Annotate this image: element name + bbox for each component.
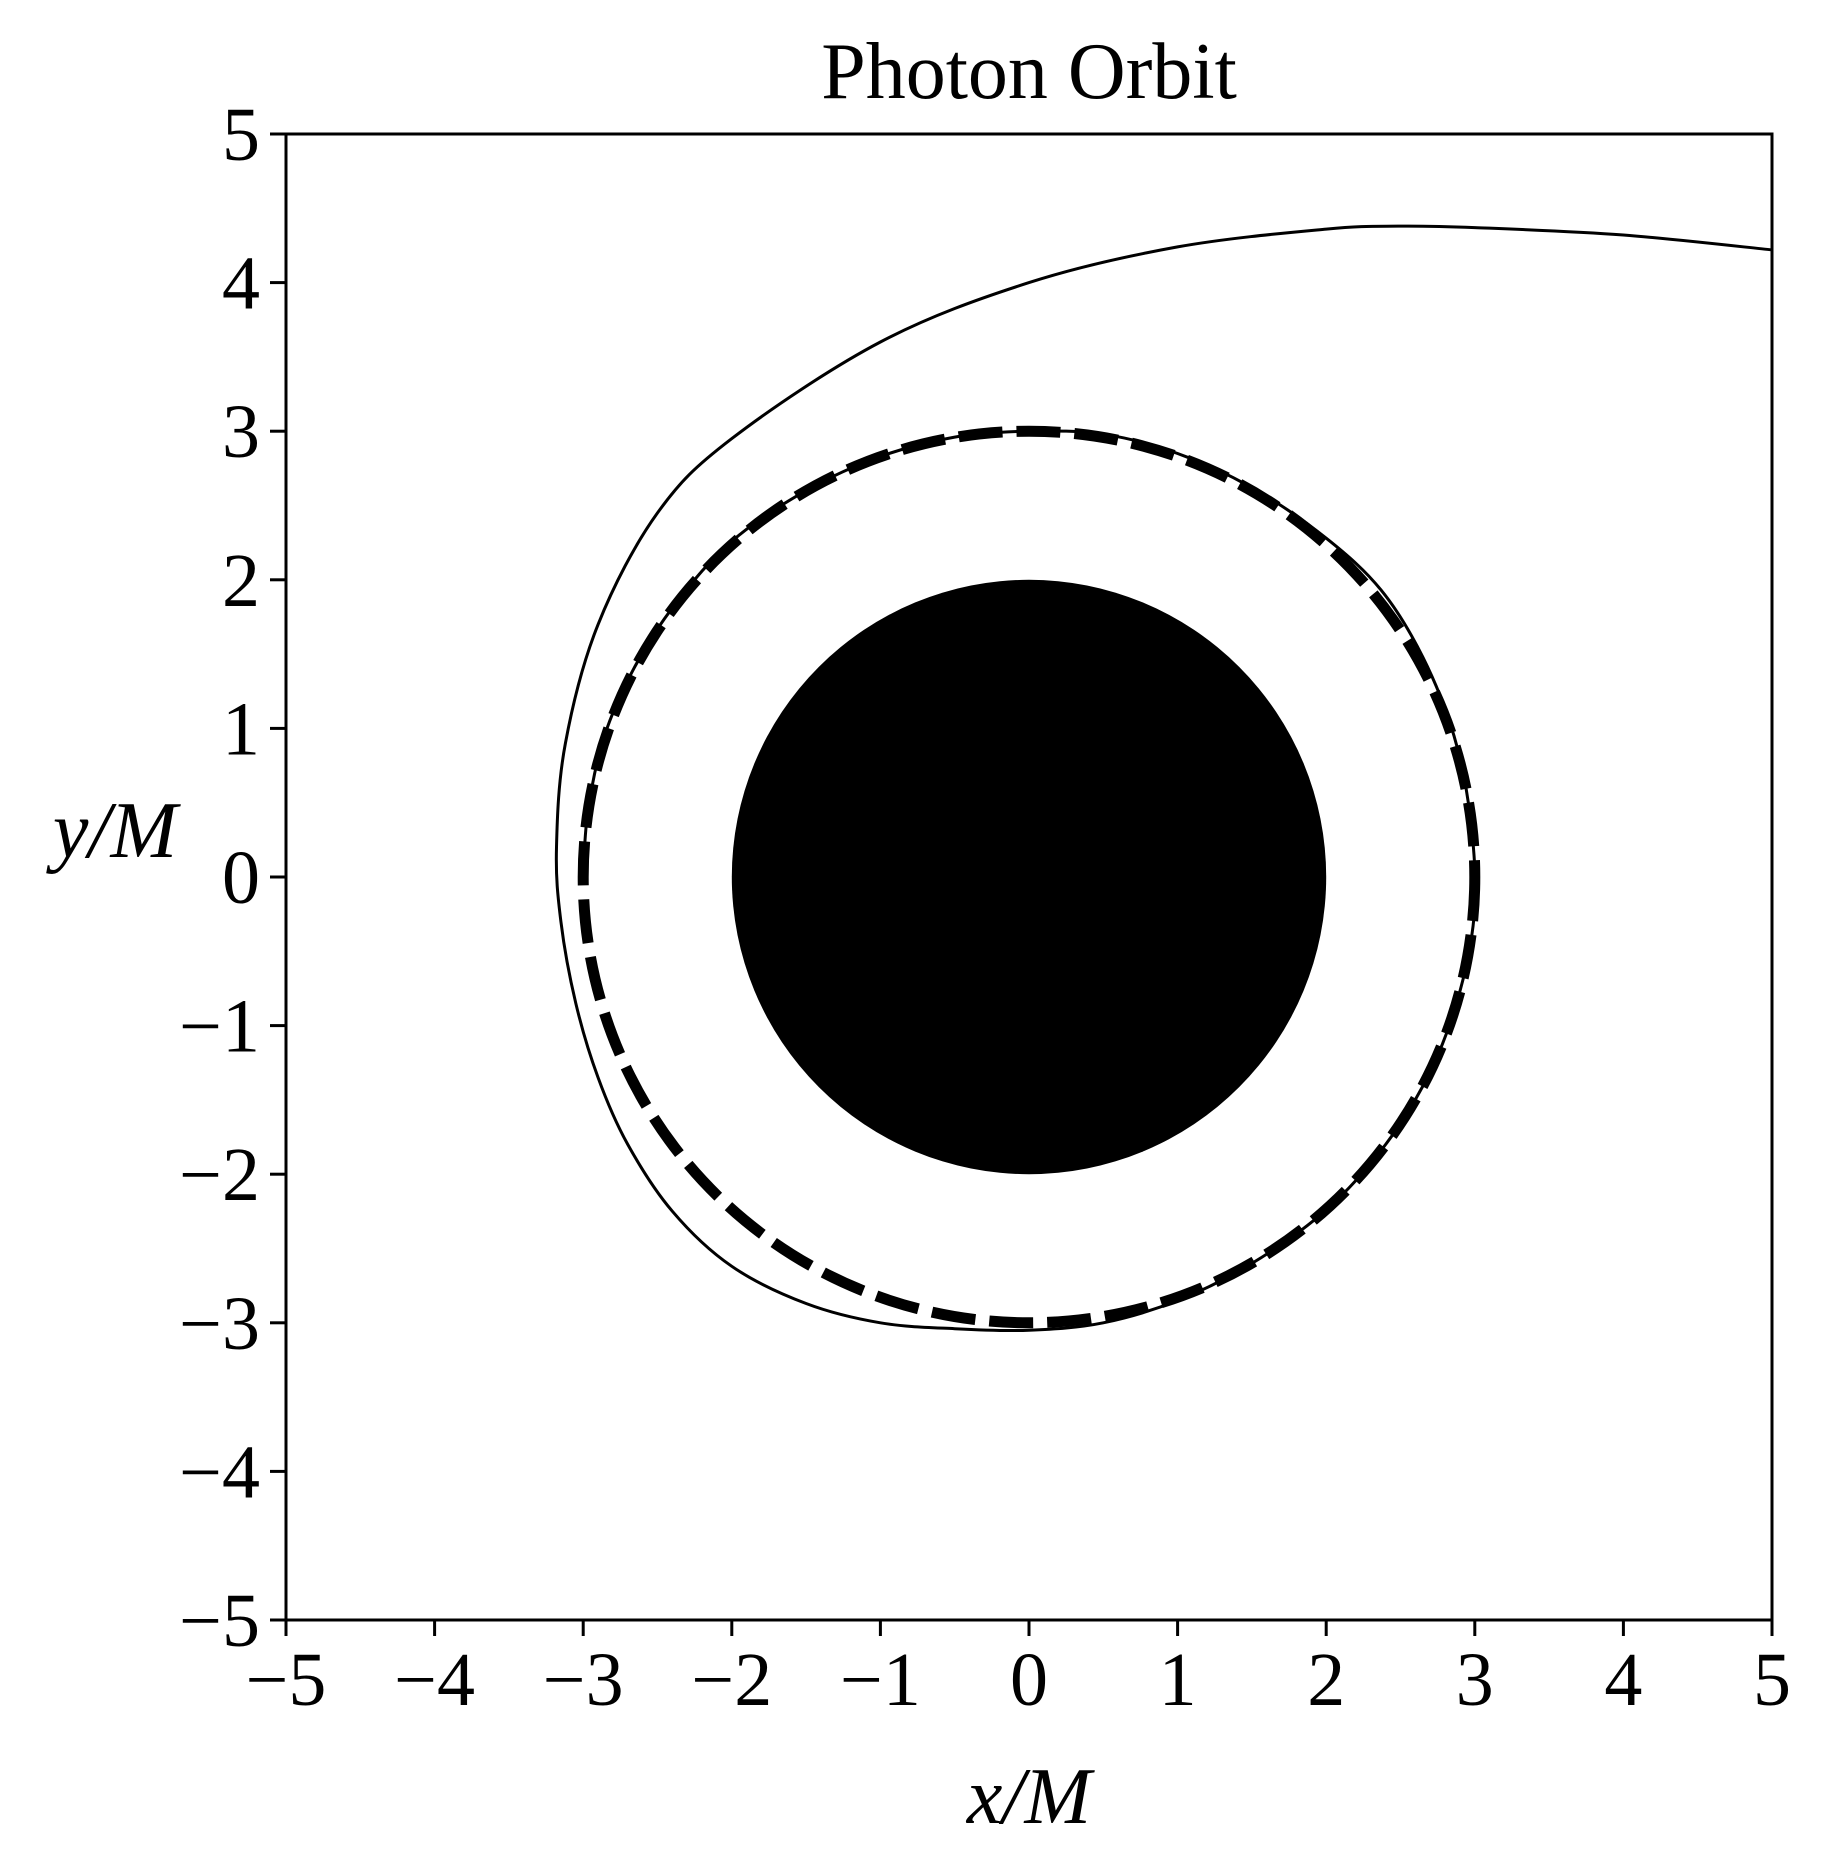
x-axis: −5 −4 −3 −2 −1 0 1 2 3 4 5: [246, 1620, 1791, 1722]
photon-sphere-circle: [577, 425, 1481, 1329]
x-tick-label: 0: [1010, 1638, 1048, 1722]
y-tick-label: 3: [222, 390, 260, 474]
x-tick-label: 5: [1753, 1638, 1791, 1722]
y-axis-label: y/M: [46, 787, 182, 875]
x-tick-label: −4: [394, 1638, 475, 1722]
x-tick-label: −5: [246, 1638, 327, 1722]
y-tick-label: −5: [179, 1579, 260, 1663]
y-tick-label: 4: [222, 242, 260, 326]
event-horizon-disk: [731, 579, 1327, 1175]
x-tick-label: 4: [1604, 1638, 1642, 1722]
chart-title: Photon Orbit: [821, 28, 1237, 116]
y-tick-label: −2: [179, 1133, 260, 1217]
x-tick-label: −1: [840, 1638, 921, 1722]
y-tick-label: −4: [179, 1430, 260, 1514]
y-tick-label: 2: [222, 539, 260, 623]
y-axis: −5 −4 −3 −2 −1 0 1 2 3 4 5: [179, 93, 286, 1663]
x-axis-label: x/M: [966, 1753, 1096, 1841]
y-tick-label: 5: [222, 93, 260, 177]
y-tick-label: −1: [179, 985, 260, 1069]
x-tick-label: −2: [691, 1638, 772, 1722]
y-tick-label: 0: [222, 836, 260, 920]
y-tick-label: −3: [179, 1282, 260, 1366]
plot-area: [554, 224, 1772, 1333]
x-tick-label: 3: [1456, 1638, 1494, 1722]
y-tick-label: 1: [222, 687, 260, 771]
x-tick-label: −3: [543, 1638, 624, 1722]
x-tick-label: 2: [1307, 1638, 1345, 1722]
x-tick-label: 1: [1159, 1638, 1197, 1722]
